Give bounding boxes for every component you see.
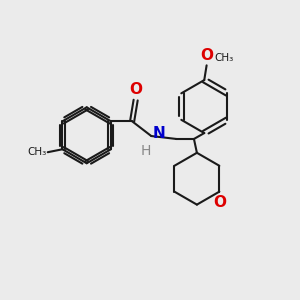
Text: O: O [213, 195, 226, 210]
Text: O: O [129, 82, 142, 97]
Text: N: N [153, 126, 166, 141]
Text: H: H [141, 144, 151, 158]
Text: CH₃: CH₃ [27, 147, 46, 157]
Text: O: O [200, 48, 213, 63]
Text: CH₃: CH₃ [214, 53, 233, 63]
